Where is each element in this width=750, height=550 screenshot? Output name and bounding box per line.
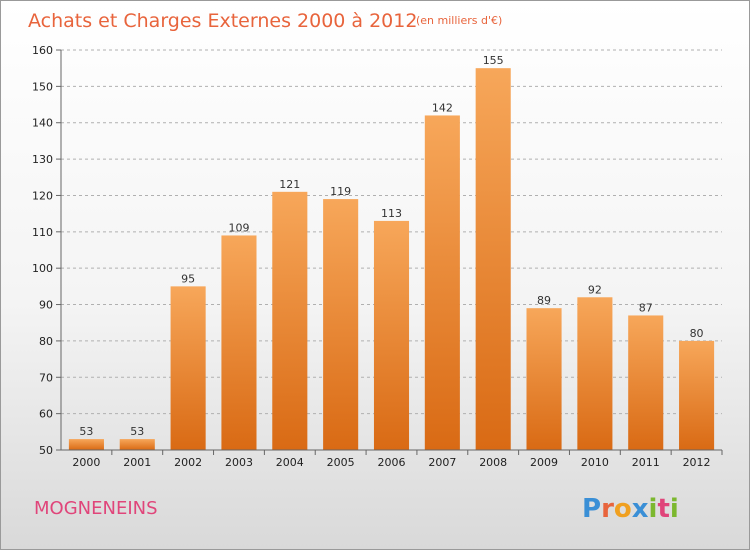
commune-name: MOGNENEINS xyxy=(34,498,158,519)
y-tick-label-90: 90 xyxy=(39,299,53,312)
x-tick-label-2002: 2002 xyxy=(174,456,202,469)
bar-2004 xyxy=(272,191,308,450)
data-label-2002: 95 xyxy=(181,272,195,285)
y-tick-label-120: 120 xyxy=(32,189,53,202)
data-label-2009: 89 xyxy=(537,294,551,307)
logo-letter: r xyxy=(601,494,614,524)
bar-2006 xyxy=(373,220,410,450)
bar-2009 xyxy=(526,308,562,450)
y-tick-label-140: 140 xyxy=(32,117,53,130)
data-label-2007: 142 xyxy=(432,101,453,114)
logo-letter: t xyxy=(657,494,669,524)
bar-2003 xyxy=(221,235,257,450)
proxiti-logo: Proxiti xyxy=(582,494,679,524)
x-tick-label-2010: 2010 xyxy=(581,456,609,469)
bar-2010 xyxy=(577,297,613,450)
data-label-2006: 113 xyxy=(381,207,402,220)
bar-2007 xyxy=(424,115,460,451)
data-label-2008: 155 xyxy=(483,54,504,67)
data-label-2011: 87 xyxy=(639,301,653,314)
data-label-2003: 109 xyxy=(228,221,249,234)
x-tick-label-2005: 2005 xyxy=(327,456,355,469)
y-tick-label-150: 150 xyxy=(32,80,53,93)
bar-2002 xyxy=(170,286,206,450)
x-tick-label-2000: 2000 xyxy=(72,456,100,469)
bar-2001 xyxy=(119,439,155,450)
x-tick-label-2001: 2001 xyxy=(123,456,151,469)
x-tick-label-2007: 2007 xyxy=(428,456,456,469)
y-tick-label-60: 60 xyxy=(39,408,53,421)
bar-2005 xyxy=(323,199,359,450)
axis-layer: 50 60 70 80 90 100 110 120 130 140 150 160 2000 2001 2… xyxy=(32,44,723,469)
data-label-2010: 92 xyxy=(588,283,602,296)
logo-letter: i xyxy=(670,494,679,524)
bar-2011 xyxy=(628,315,664,450)
y-tick-label-130: 130 xyxy=(32,153,53,166)
logo-letter: x xyxy=(632,494,649,524)
data-label-2012: 80 xyxy=(690,327,704,340)
y-tick-label-100: 100 xyxy=(32,262,53,275)
x-tick-label-2009: 2009 xyxy=(530,456,558,469)
x-tick-label-2006: 2006 xyxy=(378,456,406,469)
y-tick-label-110: 110 xyxy=(32,226,53,239)
y-tick-label-80: 80 xyxy=(39,335,53,348)
data-label-2001: 53 xyxy=(130,425,144,438)
x-tick-label-2008: 2008 xyxy=(479,456,507,469)
y-tick-label-160: 160 xyxy=(32,44,53,57)
data-label-2004: 121 xyxy=(279,178,300,191)
data-label-2000: 53 xyxy=(79,425,93,438)
x-tick-label-2004: 2004 xyxy=(276,456,304,469)
logo-letter: i xyxy=(649,494,658,524)
logo-letter: o xyxy=(614,494,632,524)
chart-unit-note: (en milliers d'€) xyxy=(416,14,502,27)
y-tick-label-70: 70 xyxy=(39,371,53,384)
x-tick-label-2012: 2012 xyxy=(683,456,711,469)
x-tick-label-2011: 2011 xyxy=(632,456,660,469)
bar-2000 xyxy=(68,439,104,450)
y-tick-label-50: 50 xyxy=(39,444,53,457)
chart-title: Achats et Charges Externes 2000 à 2012 xyxy=(28,10,417,32)
bars-layer xyxy=(68,68,715,451)
x-tick-label-2003: 2003 xyxy=(225,456,253,469)
data-label-2005: 119 xyxy=(330,185,351,198)
bar-2012 xyxy=(679,340,715,450)
bar-2008 xyxy=(475,68,511,450)
logo-letter: P xyxy=(582,494,601,524)
labels-layer: 53 53 95 109 121 119 113 142 155 89 92 87 80 xyxy=(79,54,703,438)
